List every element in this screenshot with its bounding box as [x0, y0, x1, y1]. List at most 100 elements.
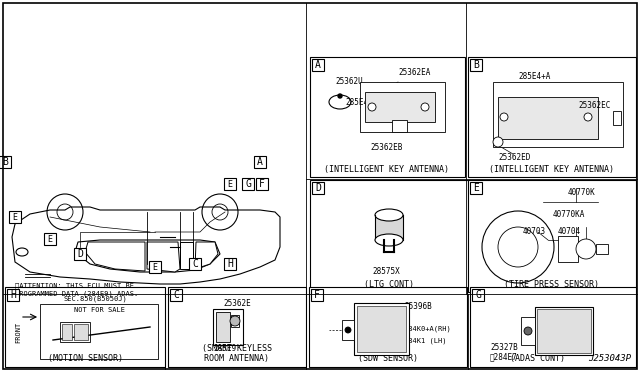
Bar [60, 322, 90, 342]
Text: A: A [257, 157, 263, 167]
Bar [365, 92, 435, 122]
Text: (MOTION SENSOR): (MOTION SENSOR) [47, 354, 122, 363]
Text: J253043P: J253043P [588, 354, 631, 363]
Text: (SMART KEYLESS
ROOM ANTENNA): (SMART KEYLESS ROOM ANTENNA) [202, 344, 272, 363]
Text: D: D [77, 249, 83, 259]
Text: C: C [192, 259, 198, 269]
Text: 284K1 (LH): 284K1 (LH) [404, 337, 447, 343]
Text: F: F [259, 179, 265, 189]
Text: 284K0+A(RH): 284K0+A(RH) [404, 325, 451, 331]
Text: 25362EB: 25362EB [370, 142, 403, 151]
Ellipse shape [375, 234, 403, 246]
Circle shape [576, 239, 596, 259]
Circle shape [524, 327, 532, 335]
Text: 25396B: 25396B [404, 302, 432, 311]
Text: E: E [473, 183, 479, 193]
Text: 25362ED: 25362ED [498, 153, 531, 161]
Text: C: C [173, 290, 179, 300]
Circle shape [500, 113, 508, 121]
Bar [149, 261, 161, 273]
Text: 25362EA: 25362EA [398, 67, 430, 77]
Bar [613, 111, 621, 125]
Bar [535, 307, 593, 355]
Bar [596, 244, 608, 254]
Text: B: B [2, 157, 8, 167]
Bar [537, 309, 591, 353]
Bar [468, 180, 636, 292]
Text: (INTELLIGENT KEY ANTENNA): (INTELLIGENT KEY ANTENNA) [490, 164, 614, 173]
Bar [309, 287, 467, 367]
Text: F: F [314, 290, 320, 300]
Bar [168, 287, 306, 367]
Bar [189, 258, 201, 270]
Circle shape [421, 103, 429, 111]
Bar [7, 289, 19, 301]
Text: 25327B: 25327B [490, 343, 518, 352]
Bar [224, 258, 236, 270]
Bar [360, 82, 445, 132]
Text: H: H [227, 259, 233, 269]
Text: G: G [475, 290, 481, 300]
Text: E: E [13, 212, 17, 221]
Bar [224, 178, 236, 190]
Circle shape [338, 94, 342, 98]
Text: (TIRE PRESS SENSOR): (TIRE PRESS SENSOR) [504, 279, 600, 289]
Text: (ADAS CONT): (ADAS CONT) [511, 354, 566, 363]
Text: E: E [47, 234, 52, 244]
Bar [9, 211, 21, 223]
Bar [231, 315, 239, 327]
Text: 28575X: 28575X [372, 267, 400, 276]
Circle shape [584, 113, 592, 121]
Text: 285E4+A: 285E4+A [518, 72, 550, 81]
Bar [354, 303, 409, 355]
Ellipse shape [375, 209, 403, 221]
Bar [521, 317, 535, 345]
Text: ※ATTENTION: THIS ECU MUST BE
PROGRAMMED DATA (284E9) ADAS.: ※ATTENTION: THIS ECU MUST BE PROGRAMMED … [15, 282, 138, 296]
Text: 285E9: 285E9 [213, 344, 236, 353]
Bar [242, 178, 254, 190]
Bar [558, 236, 578, 262]
Bar [375, 215, 403, 240]
Bar [5, 287, 165, 367]
Text: D: D [315, 183, 321, 193]
Bar [493, 82, 623, 147]
Circle shape [368, 103, 376, 111]
Text: NOT FOR SALE: NOT FOR SALE [74, 307, 125, 313]
Text: G: G [245, 179, 251, 189]
Bar [342, 320, 354, 340]
Text: E: E [152, 263, 157, 272]
Text: (LTG CONT): (LTG CONT) [364, 279, 414, 289]
Bar [40, 304, 158, 359]
Text: E: E [227, 180, 232, 189]
Bar [0, 156, 11, 168]
Polygon shape [85, 242, 145, 271]
Circle shape [230, 316, 240, 326]
Bar [357, 306, 406, 352]
Bar [498, 97, 598, 139]
Text: 40770KA: 40770KA [553, 210, 586, 219]
Bar [470, 59, 482, 71]
Bar [256, 178, 268, 190]
Text: H: H [10, 290, 16, 300]
Text: 25362EC: 25362EC [578, 100, 611, 109]
Text: (INTELLIGENT KEY ANTENNA): (INTELLIGENT KEY ANTENNA) [324, 164, 449, 173]
Bar [472, 289, 484, 301]
Bar [312, 59, 324, 71]
Bar [216, 312, 230, 342]
Bar [170, 289, 182, 301]
Bar [310, 180, 468, 292]
Text: 285E4: 285E4 [345, 97, 368, 106]
Text: 40704: 40704 [558, 227, 581, 236]
Bar [74, 248, 86, 260]
Text: 40703: 40703 [523, 227, 546, 236]
Text: B: B [473, 60, 479, 70]
Bar [470, 287, 636, 367]
Bar [311, 289, 323, 301]
Circle shape [493, 137, 503, 147]
Polygon shape [147, 242, 180, 272]
Text: SEC.850(B5050J): SEC.850(B5050J) [63, 295, 127, 301]
Bar [312, 182, 324, 194]
Text: 40770K: 40770K [568, 188, 596, 197]
Bar [392, 120, 407, 132]
Bar [254, 156, 266, 168]
